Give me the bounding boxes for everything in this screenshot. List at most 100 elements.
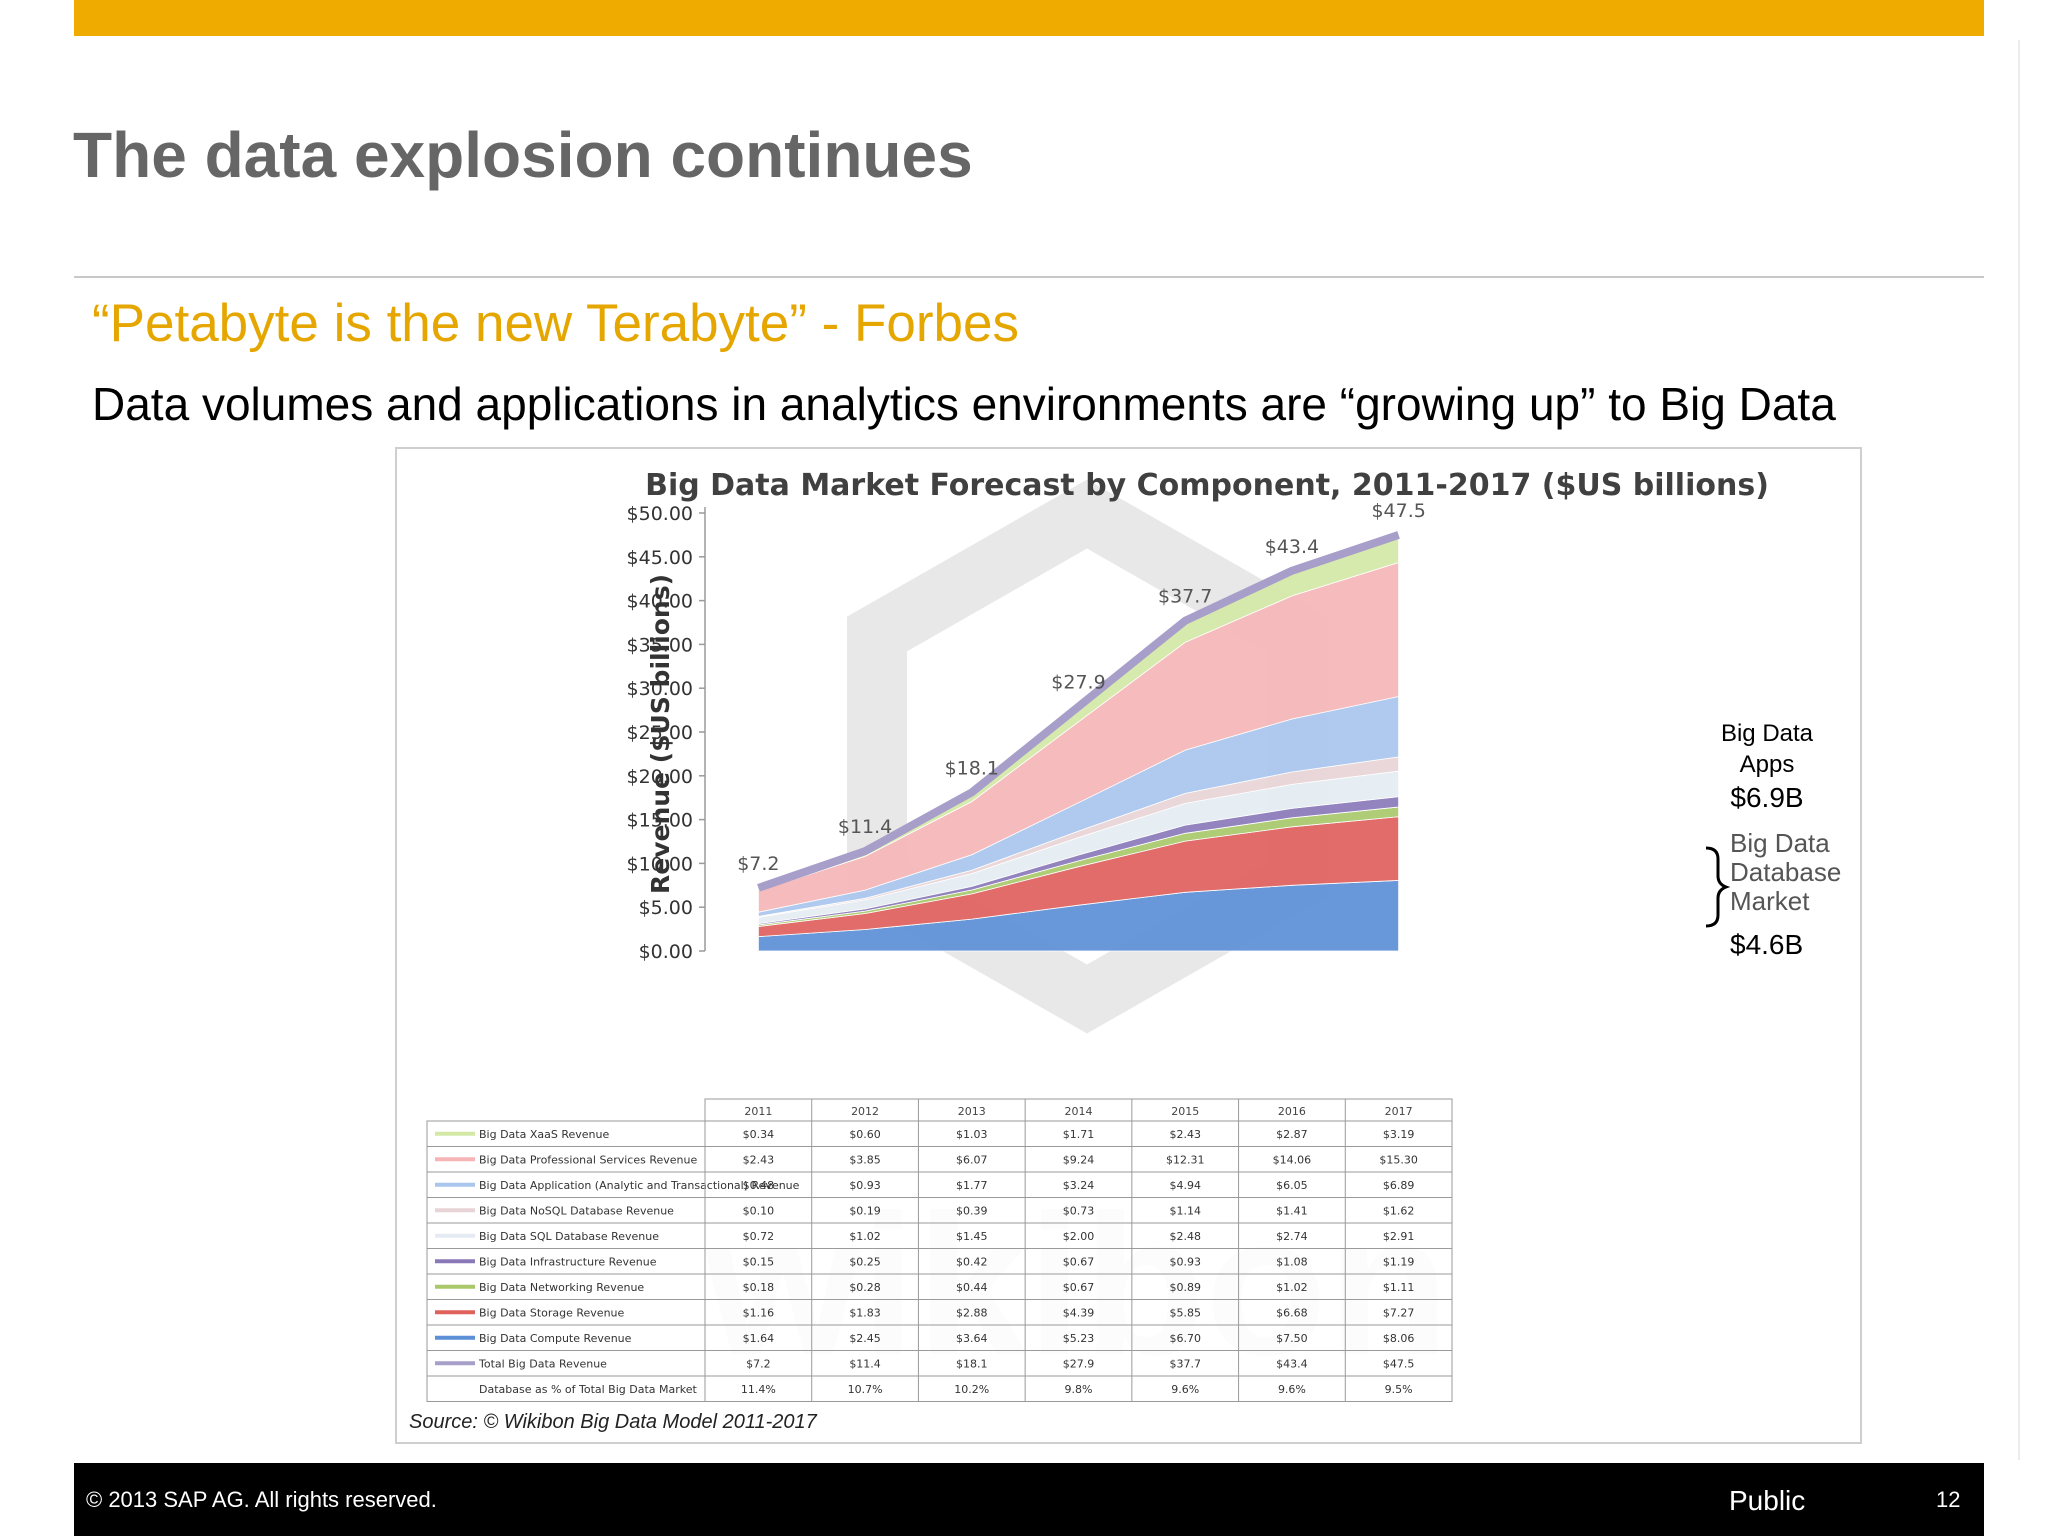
- y-tick-label: $35.00: [627, 634, 693, 656]
- table-cell: $0.15: [743, 1256, 775, 1269]
- table-cell: 9.8%: [1065, 1383, 1093, 1396]
- y-tick-label: $45.00: [627, 547, 693, 569]
- table-header-cell: 2016: [1278, 1105, 1306, 1118]
- table-header-cell: 2015: [1171, 1105, 1199, 1118]
- table-cell: $1.02: [1276, 1281, 1308, 1294]
- table-cell: $0.93: [849, 1179, 881, 1192]
- table-cell: $0.28: [849, 1281, 881, 1294]
- callout-db-label-line2: Database: [1730, 857, 1841, 887]
- chart-figure: wikibon Big Data Market Forecast by Comp…: [395, 447, 1862, 1444]
- y-tick-label: $10.00: [627, 853, 693, 875]
- table-cell: $1.14: [1169, 1205, 1201, 1218]
- chart-title: Big Data Market Forecast by Component, 2…: [645, 468, 1769, 503]
- table-row-label: Big Data SQL Database Revenue: [479, 1230, 659, 1243]
- y-tick-label: $40.00: [627, 591, 693, 613]
- page-number: 12: [1936, 1487, 1961, 1512]
- table-row: [426, 1197, 1453, 1224]
- table-cell: $1.41: [1276, 1205, 1308, 1218]
- table-row: [426, 1146, 1453, 1173]
- table-cell: $1.03: [956, 1128, 988, 1141]
- table-row: [426, 1120, 1453, 1147]
- y-tick-label: $5.00: [639, 897, 693, 919]
- table-cell: 10.2%: [954, 1383, 989, 1396]
- title-divider: [74, 276, 1984, 278]
- table-cell: $0.39: [956, 1205, 988, 1218]
- table-cell: $1.16: [743, 1307, 775, 1320]
- table-cell: $3.24: [1063, 1179, 1095, 1192]
- table-row-label: Big Data NoSQL Database Revenue: [479, 1205, 674, 1218]
- table-cell: $47.5: [1383, 1358, 1415, 1371]
- table-cell: $5.23: [1063, 1332, 1095, 1345]
- table-cell: $2.74: [1276, 1230, 1308, 1243]
- table-header-cell: 2017: [1385, 1105, 1413, 1118]
- table-cell: $2.43: [743, 1154, 775, 1167]
- table-cell: $1.02: [849, 1230, 881, 1243]
- table-cell: $12.31: [1166, 1154, 1205, 1167]
- y-tick-label: $15.00: [627, 810, 693, 832]
- table-cell: $0.42: [956, 1256, 988, 1269]
- table-cell: $1.45: [956, 1230, 988, 1243]
- table-row-label: Big Data XaaS Revenue: [479, 1128, 609, 1141]
- table-cell: $0.93: [1169, 1256, 1201, 1269]
- table-cell: $37.7: [1169, 1358, 1201, 1371]
- table-cell: $2.87: [1276, 1128, 1308, 1141]
- callout-apps-value: $6.9B: [1730, 782, 1803, 813]
- table-cell: 11.4%: [741, 1383, 776, 1396]
- table-cell: $9.24: [1063, 1154, 1095, 1167]
- table-cell: $0.25: [849, 1256, 881, 1269]
- data-table: 2011 2012 2013 2014 2015 2016 2017 Big Data Xaa…: [426, 1098, 1453, 1402]
- slide-title: The data explosion continues: [73, 119, 973, 191]
- total-label: $11.4: [838, 816, 892, 838]
- table-cell: $0.48: [743, 1179, 775, 1192]
- table-header-cell: 2014: [1065, 1105, 1093, 1118]
- callout-apps: Big Data Apps $6.9B: [1721, 720, 1814, 813]
- table-cell: $2.91: [1383, 1230, 1415, 1243]
- table-cell: $6.68: [1276, 1307, 1308, 1320]
- table-cell: $1.11: [1383, 1281, 1415, 1294]
- body-text: Data volumes and applications in analyti…: [92, 378, 1836, 430]
- y-tick-label: $30.00: [627, 678, 693, 700]
- table-cell: $7.2: [746, 1358, 771, 1371]
- table-header-cell: 2011: [744, 1105, 772, 1118]
- table-row: [426, 1324, 1453, 1351]
- area-chart: wikibon Big Data Market Forecast by Comp…: [426, 468, 1841, 1402]
- callout-brace: [1705, 846, 1731, 928]
- table-row: [426, 1375, 1453, 1402]
- table-cell: $8.06: [1383, 1332, 1415, 1345]
- table-cell: $43.4: [1276, 1358, 1308, 1371]
- y-tick-label: $50.00: [627, 503, 693, 525]
- table-cell: $0.60: [849, 1128, 881, 1141]
- table-cell: $2.43: [1169, 1128, 1201, 1141]
- table-cell: $3.64: [956, 1332, 988, 1345]
- table-row-label: Total Big Data Revenue: [478, 1358, 607, 1371]
- callout-apps-label-line1: Big Data: [1721, 720, 1814, 747]
- table-cell: $0.67: [1063, 1281, 1095, 1294]
- classification-label: Public: [1729, 1485, 1806, 1516]
- y-tick-label: $25.00: [627, 722, 693, 744]
- slide-edge: [2018, 40, 2020, 1460]
- table-cell: $6.70: [1169, 1332, 1201, 1345]
- total-label: $47.5: [1371, 500, 1425, 522]
- y-tick-label: $0.00: [639, 941, 693, 963]
- table-cell: $0.19: [849, 1205, 881, 1218]
- table-row: [426, 1273, 1453, 1300]
- y-axis: $0.00 $5.00 $10.00 $15.00 $20.00 $25.00 $30.00…: [627, 503, 706, 963]
- callout-apps-label-line2: Apps: [1740, 751, 1795, 778]
- table-cell: $0.18: [743, 1281, 775, 1294]
- table-row-label: Big Data Compute Revenue: [479, 1332, 632, 1345]
- table-row-label: Database as % of Total Big Data Market: [479, 1383, 698, 1396]
- table-cell: $1.83: [849, 1307, 881, 1320]
- table-cell: $1.62: [1383, 1205, 1415, 1218]
- y-axis-title: Revenue ($US billions): [646, 574, 675, 894]
- table-row: [426, 1171, 1453, 1198]
- table-cell: $7.50: [1276, 1332, 1308, 1345]
- table-cell: 9.5%: [1385, 1383, 1413, 1396]
- table-cell: $0.73: [1063, 1205, 1095, 1218]
- table-row-label: Big Data Professional Services Revenue: [479, 1154, 697, 1167]
- table-header-cell: 2013: [958, 1105, 986, 1118]
- table-cell: $4.94: [1169, 1179, 1201, 1192]
- top-accent-bar: [74, 0, 1984, 36]
- table-cell: $2.48: [1169, 1230, 1201, 1243]
- table-cell: $1.71: [1063, 1128, 1095, 1141]
- table-cell: 9.6%: [1171, 1383, 1199, 1396]
